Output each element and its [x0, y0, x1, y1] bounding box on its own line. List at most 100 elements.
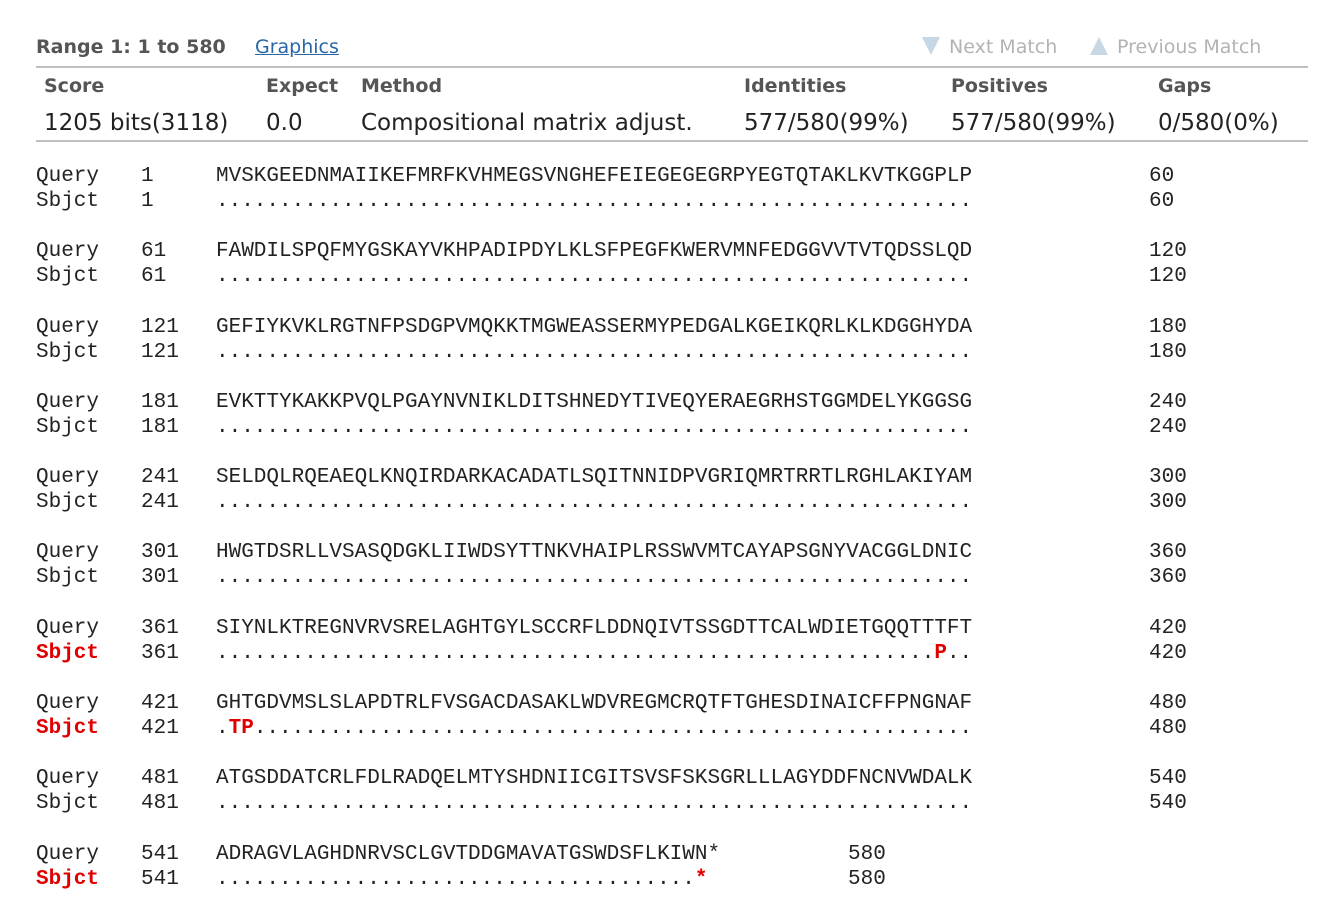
subject-label: Sbjct	[36, 566, 100, 590]
alignment-block: Query 421 GHTGDVMSLSLAPDTRLFVSGACDASAKLWDV…	[36, 691, 1296, 766]
stats-top-divider	[36, 66, 1308, 68]
previous-match-link[interactable]: Previous Match	[1090, 36, 1261, 58]
subject-start: 361	[141, 641, 179, 665]
score-header: Score	[44, 75, 105, 97]
subject-start: 1	[141, 190, 154, 213]
subject-sequence: ........................................…	[216, 340, 973, 364]
query-sequence: EVKTTYKAKKPVQLPGAYNVNIKLDITSHNEDYTIVEQYE…	[216, 390, 973, 414]
subject-end: 240	[1149, 415, 1187, 439]
query-label: Query	[36, 842, 100, 866]
subject-end: 420	[1149, 641, 1187, 665]
subject-start: 421	[141, 717, 179, 741]
next-match-link[interactable]: Next Match	[922, 36, 1057, 58]
subject-row: Sbjct 541................................…	[36, 867, 1296, 892]
query-row: Query 121 GEFIYKVKLRGTNFPSDGPVMQKKTMGWEASS…	[36, 315, 1296, 340]
subject-end: 60	[1149, 190, 1175, 213]
subject-label: Sbjct	[36, 340, 100, 364]
subject-sequence: ......................................*	[216, 867, 708, 891]
query-end: 480	[1149, 692, 1187, 716]
subject-end: 360	[1149, 566, 1187, 590]
query-sequence: ATGSDDATCRLFDLRADQELMTYSHDNIICGITSVSFSKS…	[216, 767, 973, 791]
range-bar: Range 1: 1 to 580 Graphics Next Match Pr…	[36, 33, 1308, 63]
subject-end: 580	[848, 867, 886, 891]
subject-row: Sbjct 241................................…	[36, 490, 1296, 515]
subject-sequence: ........................................…	[216, 792, 973, 816]
alignment-block: Query 61 FAWDILSPQFMYGSKAYVKHPADIPDYLKLSFP…	[36, 239, 1296, 314]
subject-end: 180	[1149, 340, 1187, 364]
alignment-block: Query 1 MVSKGEEDNMAIIKEFMRFKVHMEGSVNGHEFEI…	[36, 164, 1296, 239]
subject-row: Sbjct 61.................................…	[36, 264, 1296, 289]
query-row: Query 361 SIYNLKTREGNVRVSRELAGHTGYLSCCRFLD…	[36, 616, 1296, 641]
query-end: 120	[1149, 240, 1187, 264]
subject-sequence: ........................................…	[216, 190, 973, 213]
subject-end: 300	[1149, 491, 1187, 515]
subject-label: Sbjct	[36, 717, 100, 741]
stats-bottom-divider	[36, 140, 1308, 142]
query-sequence: GHTGDVMSLSLAPDTRLFVSGACDASAKLWDVREGMCRQT…	[216, 692, 973, 716]
query-start: 541	[141, 842, 179, 866]
subject-end: 480	[1149, 717, 1187, 741]
query-sequence: GEFIYKVKLRGTNFPSDGPVMQKKTMGWEASSERMYPEDG…	[216, 315, 973, 339]
subject-sequence: ........................................…	[216, 641, 973, 665]
query-sequence: HWGTDSRLLVSASQDGKLIIWDSYTTNKVHAIPLRSSWVM…	[216, 541, 973, 565]
positives-value: 577/580(99%)	[951, 110, 1116, 136]
subject-row: Sbjct 181................................…	[36, 415, 1296, 440]
subject-label: Sbjct	[36, 265, 100, 289]
subject-start: 541	[141, 867, 179, 891]
subject-sequence: ........................................…	[216, 265, 973, 289]
query-label: Query	[36, 240, 100, 264]
query-label: Query	[36, 616, 100, 640]
method-value: Compositional matrix adjust.	[361, 110, 693, 136]
mismatch-residue: T	[228, 717, 242, 741]
query-row: Query 241 SELDQLRQEAEQLKNQIRDARKACADATLSQI…	[36, 465, 1296, 490]
graphics-link[interactable]: Graphics	[255, 36, 339, 58]
query-label: Query	[36, 315, 100, 339]
subject-label: Sbjct	[36, 641, 100, 665]
subject-label: Sbjct	[36, 867, 100, 891]
subject-row: Sbjct 121................................…	[36, 340, 1296, 365]
query-label: Query	[36, 767, 100, 791]
subject-label: Sbjct	[36, 491, 100, 515]
query-row: Query 301 HWGTDSRLLVSASQDGKLIIWDSYTTNKVHAI…	[36, 540, 1296, 565]
mismatch-residue: *	[694, 867, 708, 891]
up-triangle-icon	[1090, 36, 1108, 55]
mismatch-residue: P	[241, 717, 254, 741]
subject-start: 301	[141, 566, 179, 590]
query-end: 60	[1149, 165, 1175, 188]
identities-header: Identities	[744, 75, 847, 97]
query-row: Query 481 ATGSDDATCRLFDLRADQELMTYSHDNIICGI…	[36, 766, 1296, 791]
alignment-block: Query 241 SELDQLRQEAEQLKNQIRDARKACADATLSQI…	[36, 465, 1296, 540]
mismatch-residue: P	[934, 641, 947, 665]
alignment-block: Query 541 ADRAGVLAGHDNRVSCLGVTDDGMAVATGSWD…	[36, 842, 1296, 917]
positives-header: Positives	[951, 75, 1048, 97]
alignment-block: Query 481 ATGSDDATCRLFDLRADQELMTYSHDNIICGI…	[36, 766, 1296, 841]
alignment-block: Query 121 GEFIYKVKLRGTNFPSDGPVMQKKTMGWEASS…	[36, 315, 1296, 390]
subject-row: Sbjct 421 .TP.............................…	[36, 716, 1296, 741]
expect-header: Expect	[266, 75, 339, 97]
subject-sequence: ........................................…	[216, 415, 973, 439]
previous-match-label: Previous Match	[1117, 36, 1262, 58]
subject-row: Sbjct 361................................…	[36, 641, 1296, 666]
query-end: 300	[1149, 466, 1187, 490]
alignment-block: Query 301 HWGTDSRLLVSASQDGKLIIWDSYTTNKVHAI…	[36, 540, 1296, 615]
gaps-header: Gaps	[1158, 75, 1212, 97]
subject-start: 481	[141, 792, 179, 816]
method-header: Method	[361, 75, 443, 97]
query-row: Query 421 GHTGDVMSLSLAPDTRLFVSGACDASAKLWDV…	[36, 691, 1296, 716]
query-sequence: ADRAGVLAGHDNRVSCLGVTDDGMAVATGSWDSFLKIWN*	[216, 842, 721, 866]
subject-start: 181	[141, 415, 179, 439]
query-row: Query 541 ADRAGVLAGHDNRVSCLGVTDDGMAVATGSWD…	[36, 842, 1296, 867]
score-value: 1205 bits(3118)	[44, 110, 229, 136]
query-end: 240	[1149, 390, 1187, 414]
query-row: Query 61 FAWDILSPQFMYGSKAYVKHPADIPDYLKLSFP…	[36, 239, 1296, 264]
query-row: Query 1 MVSKGEEDNMAIIKEFMRFKVHMEGSVNGHEFEI…	[36, 164, 1296, 189]
expect-value: 0.0	[266, 110, 303, 136]
alignment-view: Query 1 MVSKGEEDNMAIIKEFMRFKVHMEGSVNGHEFEI…	[36, 164, 1296, 917]
subject-label: Sbjct	[36, 792, 100, 816]
subject-sequence: ........................................…	[216, 566, 973, 590]
alignment-block: Query 181 EVKTTYKAKKPVQLPGAYNVNIKLDITSHNED…	[36, 390, 1296, 465]
subject-sequence: .TP.....................................…	[216, 717, 973, 741]
query-label: Query	[36, 692, 100, 716]
query-end: 180	[1149, 315, 1187, 339]
subject-start: 61	[141, 265, 167, 289]
